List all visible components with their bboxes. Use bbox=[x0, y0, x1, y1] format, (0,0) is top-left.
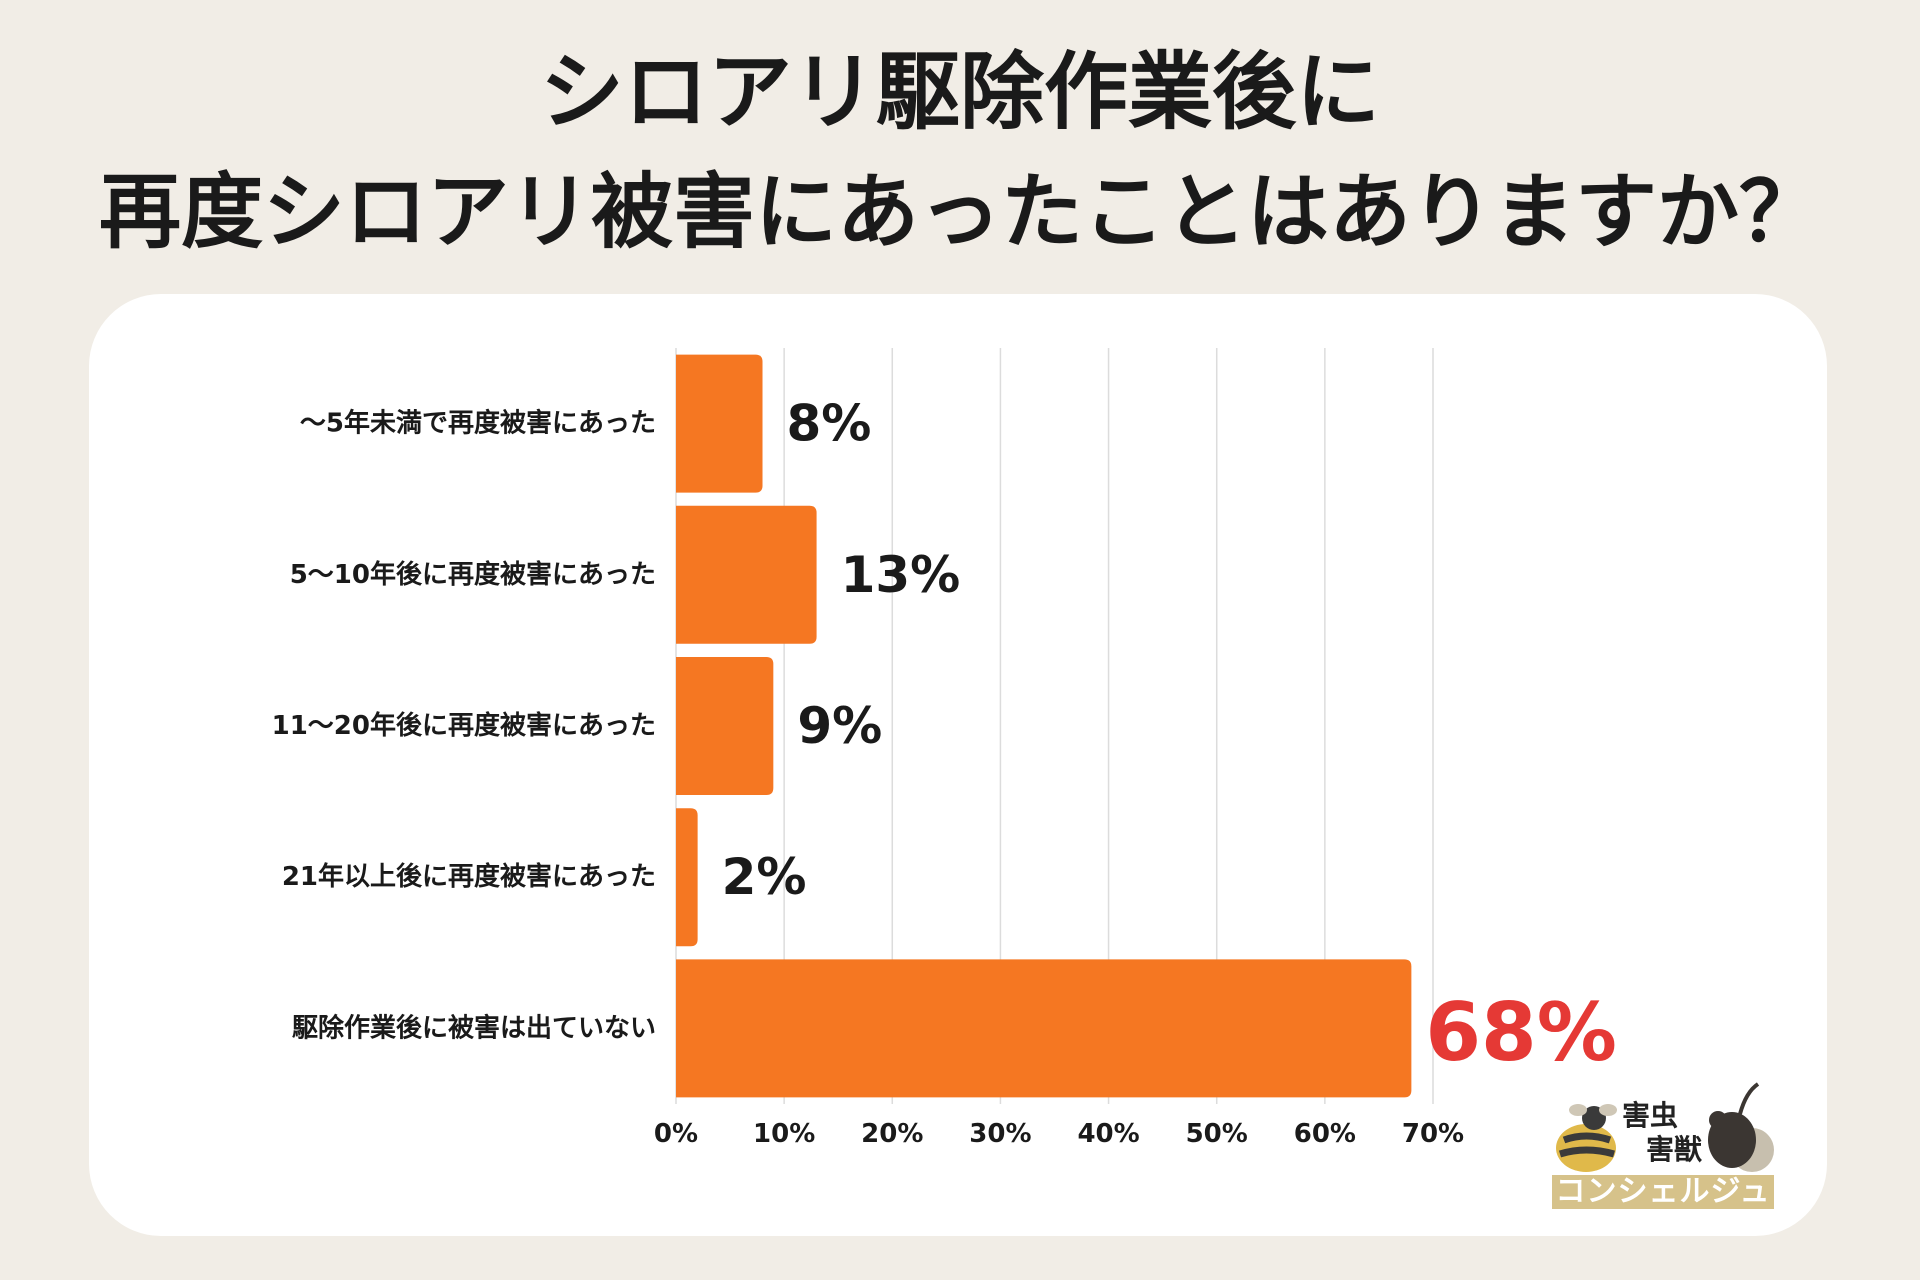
brand-logo: 害虫 害獣 コンシェルジュ bbox=[1550, 1080, 1776, 1212]
bee-icon bbox=[1556, 1104, 1617, 1172]
value-label: 13% bbox=[841, 546, 961, 604]
value-label: 68% bbox=[1425, 986, 1616, 1079]
logo-band: コンシェルジュ bbox=[1552, 1175, 1774, 1209]
value-label: 8% bbox=[787, 395, 872, 453]
x-tick-label: 60% bbox=[1294, 1119, 1356, 1149]
bar bbox=[676, 808, 698, 947]
category-label: 11～20年後に再度被害にあった bbox=[272, 710, 656, 741]
category-label: 5～10年後に再度被害にあった bbox=[290, 559, 656, 590]
value-label: 2% bbox=[722, 848, 807, 906]
category-label: ～5年未満で再度被害にあった bbox=[300, 408, 656, 439]
bar bbox=[676, 505, 817, 644]
title-line-1: シロアリ駆除作業後に bbox=[539, 43, 1380, 141]
logo-text-line2: 害獣 bbox=[1646, 1133, 1703, 1166]
value-label: 9% bbox=[797, 697, 882, 755]
mouse-icon bbox=[1708, 1082, 1774, 1172]
x-tick-label: 10% bbox=[753, 1119, 815, 1149]
logo-text-line1: 害虫 bbox=[1622, 1099, 1679, 1132]
category-label: 21年以上後に再度被害にあった bbox=[282, 861, 656, 892]
x-tick-label: 0% bbox=[654, 1119, 698, 1149]
x-tick-label: 30% bbox=[969, 1119, 1031, 1149]
bar bbox=[676, 959, 1412, 1098]
category-label: 駆除作業後に被害は出ていない bbox=[292, 1012, 656, 1043]
title-line-2: 再度シロアリ被害にあったことはありますか？ bbox=[98, 165, 1821, 260]
bar bbox=[676, 354, 763, 493]
bar bbox=[676, 657, 774, 795]
x-tick-label: 40% bbox=[1077, 1119, 1139, 1149]
x-tick-label: 70% bbox=[1402, 1119, 1464, 1149]
x-tick-label: 50% bbox=[1186, 1119, 1248, 1149]
x-tick-label: 20% bbox=[861, 1119, 923, 1149]
logo-icons bbox=[1556, 1082, 1774, 1172]
